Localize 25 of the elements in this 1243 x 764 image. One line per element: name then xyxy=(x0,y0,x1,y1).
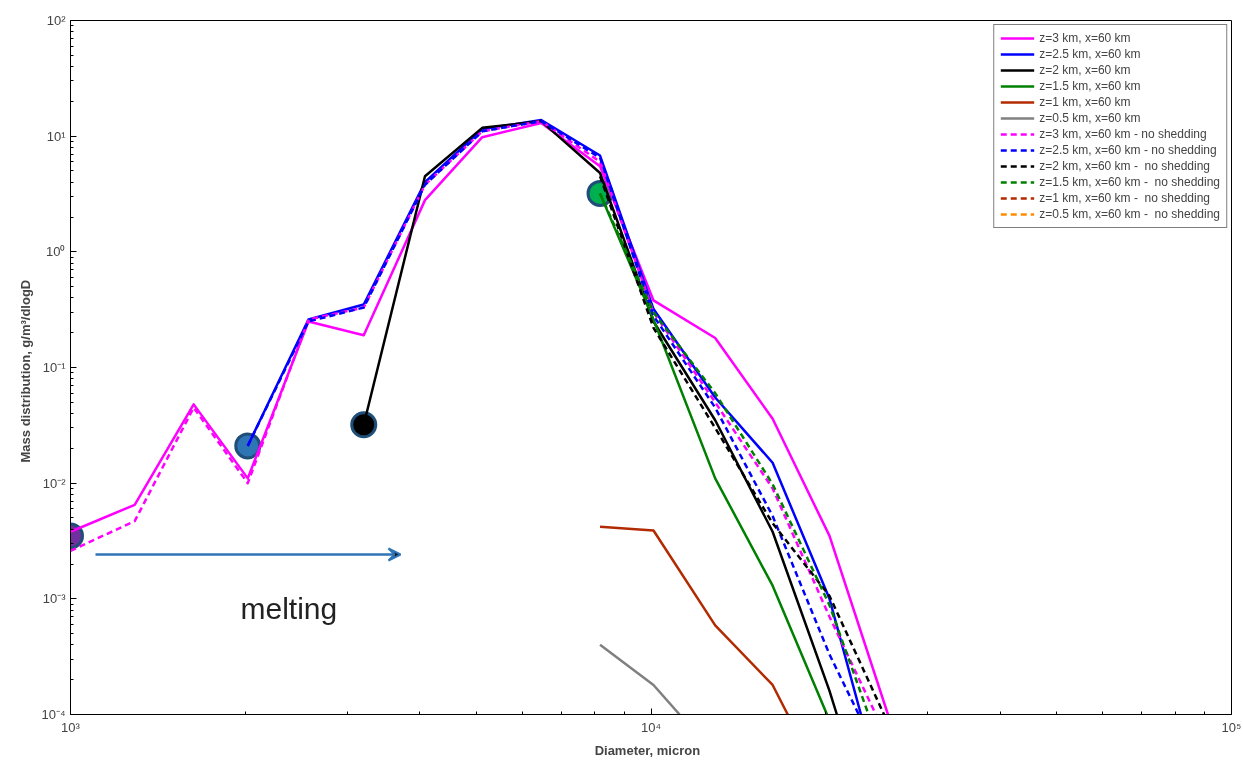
legend-label: z=1.5 km, x=60 km xyxy=(1039,79,1141,93)
legend-label: z=3 km, x=60 km - no shedding xyxy=(1039,127,1207,141)
legend-label: z=1 km, x=60 km xyxy=(1039,95,1131,109)
y-tick-label: 10⁻² xyxy=(42,475,67,491)
legend-label: z=1 km, x=60 km - no shedding xyxy=(1039,191,1210,205)
annotation: melting xyxy=(240,591,338,625)
legend-label: z=2.5 km, x=60 km xyxy=(1039,47,1141,61)
y-tick-label: 10² xyxy=(46,13,67,28)
y-tick-label: 10⁻¹ xyxy=(42,360,67,375)
legend-label: z=2.5 km, x=60 km - no shedding xyxy=(1039,143,1217,157)
legend-label: z=0.5 km, x=60 km - no shedding xyxy=(1039,207,1220,221)
x-axis-title: Diameter, micron xyxy=(594,742,701,758)
legend-label: z=2 km, x=60 km - no shedding xyxy=(1039,159,1210,173)
y-tick-label: 10⁰ xyxy=(46,244,66,260)
legend-label: z=1.5 km, x=60 km - no shedding xyxy=(1039,175,1220,189)
y-tick-label: 10⁻⁴ xyxy=(41,707,66,722)
y-axis-title: Mass distribution, g/m³/dlogD xyxy=(18,279,34,463)
x-tick-label: 10⁵ xyxy=(1221,719,1242,735)
y-tick-label: 10⁻³ xyxy=(42,591,67,607)
y-tick-label: 10¹ xyxy=(46,128,67,144)
x-tick-label: 10³ xyxy=(61,719,81,735)
legend-label: z=2 km, x=60 km xyxy=(1039,63,1131,77)
legend-label: z=3 km, x=60 km xyxy=(1039,31,1131,45)
legend-label: z=0.5 km, x=60 km xyxy=(1039,111,1141,125)
x-tick-label: 10⁴ xyxy=(640,719,662,735)
